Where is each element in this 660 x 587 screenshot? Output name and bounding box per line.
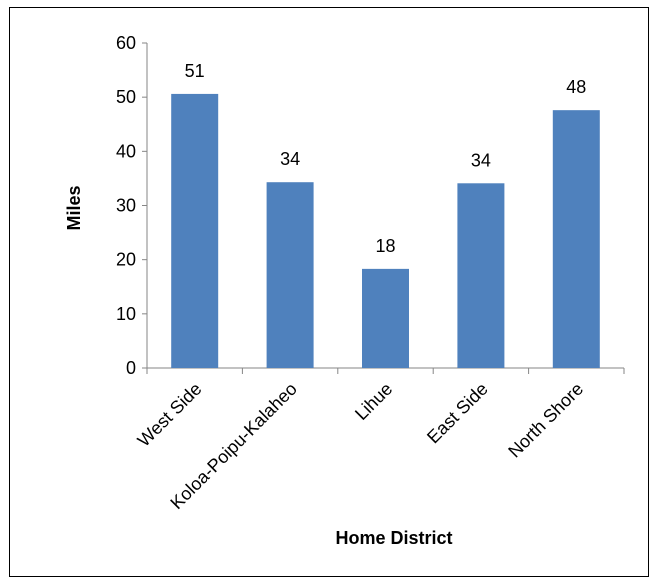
data-label: 34 [471,150,491,170]
bar [266,182,314,368]
bar [171,93,219,369]
y-tick-label: 10 [116,304,136,324]
y-tick-label: 40 [116,141,136,161]
data-label: 34 [280,149,300,169]
y-axis-title: Miles [64,185,84,230]
data-label: 48 [566,77,586,97]
bar [457,183,505,368]
category-label: Lihue [351,379,396,424]
y-tick-label: 30 [116,196,136,216]
category-label: West Side [134,379,206,451]
category-label: East Side [423,379,492,448]
y-tick-label: 50 [116,87,136,107]
x-axis-title: Home District [335,528,452,548]
data-label: 51 [185,61,205,81]
y-tick-label: 0 [126,358,136,378]
bar [552,110,600,369]
data-label: 18 [375,236,395,256]
y-tick-label: 60 [116,33,136,53]
y-tick-label: 20 [116,250,136,270]
bar [362,268,409,368]
chart-frame: 0 10 20 30 40 50 60 51 West Side 34 Koloa-Poipu-Ka… [9,7,649,577]
category-label: North Shore [504,379,587,462]
